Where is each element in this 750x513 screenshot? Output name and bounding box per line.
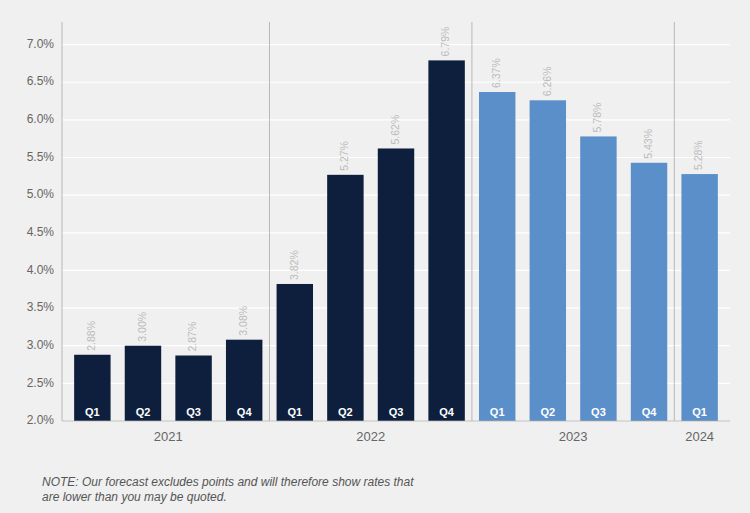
- data-label: 5.43%: [642, 129, 654, 159]
- bar: [277, 284, 313, 421]
- category-label: Q1: [490, 406, 505, 418]
- group-divider: [471, 22, 472, 421]
- bar: [580, 136, 616, 421]
- category-label: Q1: [85, 406, 100, 418]
- y-tick-label: 2.0%: [27, 413, 55, 427]
- note: NOTE: Our forecast excludes points and w…: [42, 475, 414, 504]
- y-axis-line: [62, 22, 63, 421]
- data-label: 3.08%: [237, 306, 249, 336]
- data-label: 5.27%: [338, 141, 350, 171]
- data-label: 5.62%: [389, 115, 401, 145]
- group-label: 2022: [356, 429, 385, 444]
- data-label: 5.28%: [692, 140, 704, 170]
- data-label: 2.87%: [186, 322, 198, 352]
- category-label: Q2: [136, 406, 151, 418]
- y-tick-label: 7.0%: [27, 37, 55, 51]
- grid-line: [62, 82, 730, 83]
- bar: [327, 175, 363, 421]
- group-divider: [674, 22, 675, 421]
- category-label: Q4: [439, 406, 455, 418]
- note-line: NOTE: Our forecast excludes points and w…: [42, 475, 414, 489]
- bar: [125, 346, 161, 421]
- note-line: are lower than you may be quoted.: [42, 490, 227, 504]
- data-label: 5.78%: [591, 103, 603, 133]
- category-label: Q3: [186, 406, 201, 418]
- background: [0, 0, 750, 513]
- y-tick-label: 4.5%: [27, 225, 55, 239]
- bar: [530, 100, 566, 421]
- bar: [378, 148, 414, 421]
- category-label: Q3: [389, 406, 404, 418]
- bar: [74, 355, 110, 421]
- group-label: 2021: [154, 429, 183, 444]
- data-label: 6.37%: [490, 58, 502, 88]
- data-label: 3.82%: [288, 250, 300, 280]
- bar: [631, 163, 667, 421]
- category-label: Q4: [642, 406, 658, 418]
- category-label: Q1: [287, 406, 302, 418]
- y-tick-label: 6.5%: [27, 74, 55, 88]
- group-label: 2024: [685, 429, 714, 444]
- y-tick-label: 5.0%: [27, 187, 55, 201]
- data-label: 6.79%: [439, 27, 451, 57]
- data-label: 6.26%: [541, 67, 553, 97]
- data-label: 2.88%: [85, 321, 97, 351]
- y-tick-label: 3.0%: [27, 338, 55, 352]
- x-axis-line: [62, 421, 730, 422]
- bar: [175, 356, 211, 421]
- data-label: 3.00%: [136, 312, 148, 342]
- y-tick-label: 3.5%: [27, 300, 55, 314]
- chart: 2.0% 2.5% 3.0% 3.5% 4.0% 4.5% 5.0% 5.5% 6.0% 6.5%…: [0, 0, 750, 513]
- y-tick-label: 6.0%: [27, 112, 55, 126]
- y-tick-label: 5.5%: [27, 150, 55, 164]
- group-label: 2023: [559, 429, 588, 444]
- category-label: Q1: [692, 406, 707, 418]
- category-label: Q4: [237, 406, 253, 418]
- y-tick-label: 4.0%: [27, 263, 55, 277]
- bar: [226, 340, 262, 421]
- grid-line: [62, 44, 730, 45]
- bar: [681, 174, 717, 421]
- category-label: Q3: [591, 406, 606, 418]
- category-label: Q2: [540, 406, 555, 418]
- y-tick-label: 2.5%: [27, 376, 55, 390]
- bar: [479, 92, 515, 421]
- category-label: Q2: [338, 406, 353, 418]
- group-divider: [269, 22, 270, 421]
- bar: [428, 60, 464, 421]
